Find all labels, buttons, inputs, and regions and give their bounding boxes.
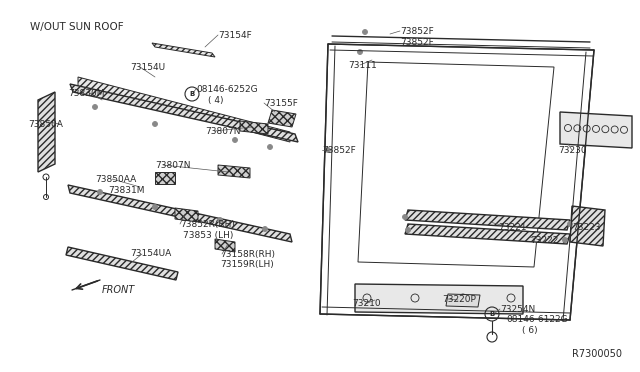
Text: 73154F: 73154F (218, 31, 252, 39)
Text: W/OUT SUN ROOF: W/OUT SUN ROOF (30, 22, 124, 32)
Polygon shape (446, 294, 480, 307)
Polygon shape (240, 121, 268, 134)
Text: 73852F: 73852F (322, 145, 356, 154)
Circle shape (232, 138, 237, 142)
Text: 73830M: 73830M (68, 89, 104, 97)
Polygon shape (38, 92, 55, 172)
Text: 08146-6252G: 08146-6252G (196, 84, 258, 93)
Polygon shape (68, 185, 292, 242)
Text: 73254N: 73254N (500, 305, 535, 314)
Circle shape (268, 144, 273, 150)
Polygon shape (268, 110, 296, 127)
Polygon shape (355, 284, 523, 314)
Circle shape (358, 49, 362, 55)
Polygon shape (175, 208, 198, 222)
Polygon shape (66, 247, 178, 280)
Polygon shape (570, 206, 605, 246)
Text: 73210: 73210 (352, 299, 381, 308)
Circle shape (97, 189, 102, 195)
Polygon shape (218, 165, 250, 178)
Text: ( 6): ( 6) (522, 327, 538, 336)
Text: 73230: 73230 (558, 145, 587, 154)
Text: 73220P: 73220P (442, 295, 476, 304)
Polygon shape (405, 224, 570, 244)
Circle shape (406, 228, 410, 232)
Text: ( 4): ( 4) (208, 96, 223, 105)
Text: 73111: 73111 (348, 61, 377, 70)
Circle shape (326, 148, 330, 153)
Text: B: B (490, 311, 495, 317)
Text: 73853 (LH): 73853 (LH) (183, 231, 234, 240)
Circle shape (152, 122, 157, 126)
Polygon shape (560, 112, 632, 148)
Text: 73223: 73223 (572, 222, 600, 231)
Text: 73852F: 73852F (400, 38, 434, 46)
Circle shape (403, 215, 408, 219)
Circle shape (563, 237, 568, 243)
Text: FRONT: FRONT (102, 285, 135, 295)
Text: 73154UA: 73154UA (130, 250, 172, 259)
Text: 73154U: 73154U (130, 62, 165, 71)
Text: 73852R(RH): 73852R(RH) (180, 219, 235, 228)
Circle shape (362, 29, 367, 35)
Text: 73807N: 73807N (205, 126, 241, 135)
Polygon shape (152, 43, 215, 57)
Text: 73222: 73222 (530, 235, 558, 244)
Text: 73831M: 73831M (108, 186, 145, 195)
Circle shape (568, 221, 573, 227)
Polygon shape (155, 172, 175, 184)
Text: 73155F: 73155F (264, 99, 298, 108)
Circle shape (93, 105, 97, 109)
Text: 73852F: 73852F (400, 26, 434, 35)
Text: 73807N: 73807N (155, 160, 191, 170)
Polygon shape (78, 77, 290, 142)
Circle shape (218, 218, 223, 222)
Circle shape (152, 205, 157, 209)
Text: 73850A: 73850A (28, 119, 63, 128)
Polygon shape (405, 210, 570, 230)
Polygon shape (70, 84, 298, 142)
Text: 73221: 73221 (498, 222, 527, 231)
Text: 08146-6122G: 08146-6122G (506, 315, 568, 324)
Circle shape (262, 227, 268, 231)
Text: 73850AA: 73850AA (95, 174, 136, 183)
Text: 73158R(RH): 73158R(RH) (220, 250, 275, 259)
Polygon shape (215, 239, 235, 252)
Text: B: B (189, 91, 195, 97)
Text: R7300050: R7300050 (572, 349, 622, 359)
Text: 73159R(LH): 73159R(LH) (220, 260, 274, 269)
